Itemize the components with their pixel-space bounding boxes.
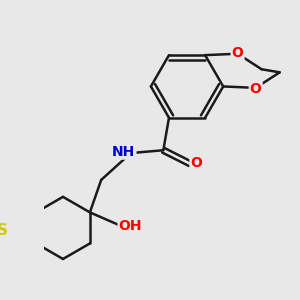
Text: O: O [232,46,244,60]
Text: O: O [190,156,202,170]
Text: NH: NH [112,145,135,159]
Text: O: O [250,82,262,96]
Text: OH: OH [118,219,142,233]
Text: S: S [0,223,8,238]
